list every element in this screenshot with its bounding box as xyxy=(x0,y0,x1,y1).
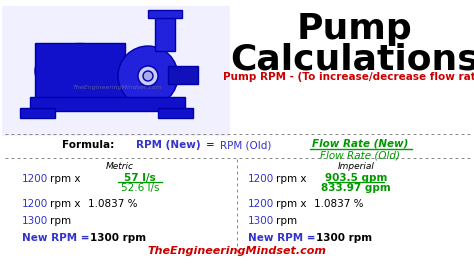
FancyBboxPatch shape xyxy=(35,43,125,98)
Text: rpm x: rpm x xyxy=(50,174,81,184)
FancyBboxPatch shape xyxy=(30,97,185,111)
Text: rpm: rpm xyxy=(276,216,297,226)
Text: Pump: Pump xyxy=(297,12,413,46)
Text: 1300: 1300 xyxy=(248,216,274,226)
Ellipse shape xyxy=(118,46,178,106)
Text: Formula:: Formula: xyxy=(62,140,114,150)
FancyBboxPatch shape xyxy=(168,66,198,84)
Text: New RPM =: New RPM = xyxy=(248,233,319,243)
Text: TheEngineeringMindset.com: TheEngineeringMindset.com xyxy=(73,85,163,90)
Text: Flow Rate (Old): Flow Rate (Old) xyxy=(320,150,400,160)
Text: 1300 rpm: 1300 rpm xyxy=(316,233,372,243)
FancyBboxPatch shape xyxy=(158,108,193,118)
Text: Metric: Metric xyxy=(106,162,134,171)
Text: Flow Rate (New): Flow Rate (New) xyxy=(312,139,408,149)
FancyBboxPatch shape xyxy=(2,6,230,136)
Text: New RPM =: New RPM = xyxy=(22,233,93,243)
Text: 833.97 gpm: 833.97 gpm xyxy=(321,183,391,193)
Text: TheEngineeringMindset.com: TheEngineeringMindset.com xyxy=(147,246,327,256)
Text: =: = xyxy=(206,140,214,150)
FancyBboxPatch shape xyxy=(20,108,55,118)
Text: Imperial: Imperial xyxy=(337,162,374,171)
Text: 1300 rpm: 1300 rpm xyxy=(90,233,146,243)
Ellipse shape xyxy=(35,44,125,98)
Text: 1.0837 %: 1.0837 % xyxy=(88,199,137,209)
Text: rpm: rpm xyxy=(50,216,71,226)
Text: 57 l/s: 57 l/s xyxy=(124,173,156,183)
FancyBboxPatch shape xyxy=(155,16,175,51)
Text: rpm x: rpm x xyxy=(50,199,81,209)
Text: Calculations: Calculations xyxy=(231,42,474,76)
Text: Pump RPM - (To increase/decrease flow rate): Pump RPM - (To increase/decrease flow ra… xyxy=(223,72,474,82)
Text: 52.6 l/s: 52.6 l/s xyxy=(121,183,159,193)
Text: rpm x: rpm x xyxy=(276,174,307,184)
Text: rpm x: rpm x xyxy=(276,199,307,209)
FancyBboxPatch shape xyxy=(148,10,182,18)
Text: 1300: 1300 xyxy=(22,216,48,226)
Text: 1200: 1200 xyxy=(22,199,48,209)
Text: RPM (New): RPM (New) xyxy=(136,140,201,150)
Text: 1.0837 %: 1.0837 % xyxy=(314,199,364,209)
Ellipse shape xyxy=(143,71,153,81)
Text: 1200: 1200 xyxy=(22,174,48,184)
Text: 1200: 1200 xyxy=(248,199,274,209)
Text: 1200: 1200 xyxy=(248,174,274,184)
Text: RPM (Old): RPM (Old) xyxy=(220,140,272,150)
Text: 903.5 gpm: 903.5 gpm xyxy=(325,173,387,183)
Ellipse shape xyxy=(138,66,158,86)
